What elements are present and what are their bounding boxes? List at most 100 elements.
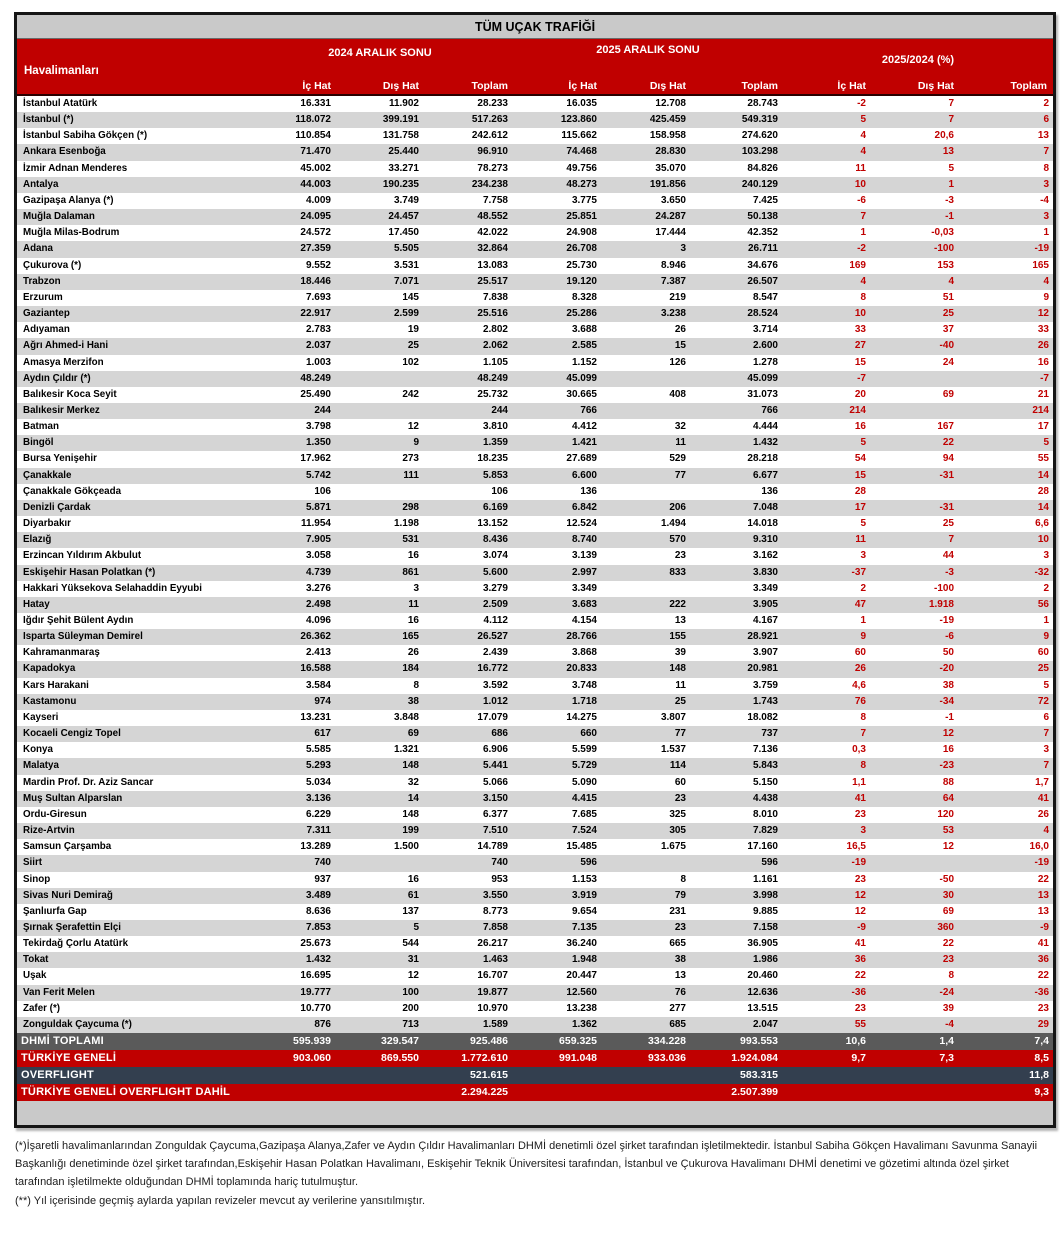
traffic-value: 79: [674, 889, 686, 901]
traffic-value: 13: [674, 615, 686, 626]
traffic-value: 199: [402, 825, 419, 837]
percent-value: 3: [860, 550, 866, 562]
traffic-value: 9.310: [752, 534, 778, 546]
traffic-value: 10.770: [300, 1002, 331, 1014]
table-row: Kapadokya 16.588 184 16.772 20.833 148 20.981 2…: [17, 661, 1053, 678]
row-label: Siirt: [23, 857, 43, 869]
traffic-value: 3.905: [752, 598, 778, 610]
traffic-value: 34.676: [747, 259, 778, 271]
traffic-value: 10.970: [477, 1002, 508, 1014]
traffic-value: 329.547: [381, 1035, 419, 1048]
percent-value: -23: [939, 760, 954, 772]
traffic-value: 26.507: [747, 275, 778, 287]
percent-value: 2: [1043, 582, 1049, 594]
traffic-value: 8.436: [482, 534, 508, 546]
traffic-value: 24.908: [566, 227, 597, 239]
traffic-value: 114: [669, 760, 686, 772]
row-label: Trabzon: [23, 275, 61, 287]
percent-value: [871, 1084, 959, 1101]
row-label: Bingöl: [23, 437, 54, 449]
traffic-value: 28.743: [747, 98, 778, 109]
traffic-value: 165: [402, 631, 419, 643]
traffic-value: 5.441: [482, 760, 508, 772]
row-label: Bursa Yenişehir: [23, 453, 97, 465]
traffic-value: 3.074: [482, 550, 508, 562]
traffic-value: 3.162: [752, 550, 778, 562]
percent-value: 5: [1043, 679, 1049, 691]
traffic-value: 8.636: [305, 905, 331, 917]
percent-value: 69: [942, 905, 954, 917]
percent-value: 36: [854, 954, 866, 966]
percent-value: 5: [948, 162, 954, 174]
traffic-value: [247, 1067, 336, 1084]
traffic-value: 13.231: [300, 711, 331, 723]
percent-value: 55: [1037, 453, 1049, 465]
traffic-value: 25.673: [300, 938, 331, 950]
percent-value: 4: [1043, 275, 1049, 287]
row-label: Elazığ: [23, 534, 52, 546]
traffic-value: 903.060: [293, 1051, 331, 1064]
traffic-value: 2.507.399: [731, 1085, 778, 1098]
row-label: Şanlıurfa Gap: [23, 905, 87, 917]
percent-value: -9: [1040, 921, 1049, 933]
traffic-value: 25.516: [477, 308, 508, 320]
percent-value: -24: [939, 986, 954, 998]
traffic-value: 273: [402, 453, 419, 465]
percent-value: 16: [942, 744, 954, 756]
traffic-value: 399.191: [382, 114, 419, 126]
traffic-value: 26.527: [477, 631, 508, 643]
traffic-value: 3.550: [482, 889, 508, 901]
table-row: Bursa Yenişehir 17.962 273 18.235 27.689 529 2…: [17, 451, 1053, 468]
traffic-value: 869.550: [381, 1051, 419, 1064]
row-label: Mardin Prof. Dr. Aziz Sancar: [23, 776, 154, 788]
traffic-value: 274.620: [741, 130, 778, 142]
traffic-value: 26.362: [300, 631, 331, 643]
table-row: Antalya 44.003 190.235 234.238 48.273 191.856…: [17, 176, 1053, 193]
traffic-value: [336, 371, 424, 387]
traffic-value: 28.830: [655, 146, 686, 158]
percent-value: 167: [937, 421, 954, 433]
table-row: Uşak 16.695 12 16.707 20.447 13 20.460 22 8 22: [17, 968, 1053, 985]
traffic-value: 126: [669, 356, 686, 368]
traffic-value: 148: [402, 808, 419, 820]
traffic-value: 14.018: [747, 518, 778, 530]
traffic-value: 4.438: [752, 792, 778, 804]
traffic-value: 11: [408, 598, 419, 610]
traffic-value: 100: [402, 986, 419, 998]
footnote-double-asterisk: (**) Yıl içerisinde geçmiş aylarda yapıl…: [15, 1195, 426, 1208]
traffic-value: 544: [402, 938, 419, 950]
traffic-value: 16.035: [566, 98, 597, 109]
percent-value: 1,7: [1035, 776, 1049, 788]
table-title-bar: TÜM UÇAK TRAFİĞİ: [17, 15, 1053, 39]
traffic-value: 16.588: [300, 663, 331, 675]
traffic-value: 1.321: [393, 744, 419, 756]
traffic-value: [336, 1067, 424, 1084]
traffic-value: 32.864: [477, 243, 508, 255]
traffic-value: 529: [669, 453, 686, 465]
percent-value: 9: [1043, 631, 1049, 643]
traffic-value: 5.599: [571, 744, 597, 756]
traffic-value: 1.278: [752, 356, 778, 368]
percent-value: 8: [860, 760, 866, 772]
percent-value: 0,3: [852, 744, 866, 756]
percent-value: -4: [1040, 194, 1049, 206]
table-row: Zafer (*) 10.770 200 10.970 13.238 277 13.515 2…: [17, 1000, 1053, 1017]
traffic-value: 1.012: [482, 695, 508, 707]
traffic-value: 4.154: [571, 615, 597, 626]
table-row: Çukurova (*) 9.552 3.531 13.083 25.730 8.946 3…: [17, 257, 1053, 274]
traffic-value: 48.273: [566, 178, 597, 190]
row-label: İstanbul (*): [23, 114, 74, 126]
percent-value: -20: [939, 663, 954, 675]
traffic-value: 111: [403, 469, 419, 481]
traffic-value: [602, 581, 691, 597]
traffic-value: 145: [402, 291, 419, 303]
percent-value: -6: [857, 194, 866, 206]
traffic-value: [602, 403, 691, 419]
row-label: Adana: [23, 243, 53, 255]
table-row: Van Ferit Melen 19.777 100 19.877 12.560 76 12…: [17, 984, 1053, 1001]
traffic-value: 8.946: [660, 259, 686, 271]
row-label: Çanakkale Gökçeada: [23, 485, 122, 497]
traffic-value: 16.772: [477, 663, 508, 675]
percent-value: 214: [1032, 404, 1049, 416]
